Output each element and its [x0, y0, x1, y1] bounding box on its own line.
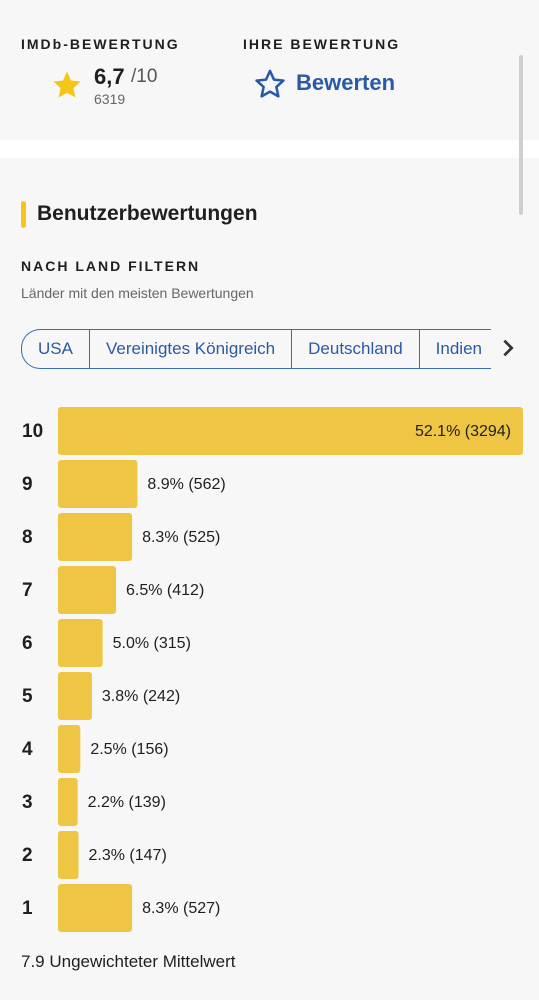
bar — [58, 407, 523, 455]
category-label: 3 — [22, 792, 33, 813]
star-outline-icon[interactable] — [253, 67, 287, 101]
filter-subtitle: Länder mit den meisten Bewertungen — [21, 285, 254, 301]
value-label: 8.3% (527) — [142, 900, 220, 917]
value-label: 2.2% (139) — [88, 794, 166, 811]
bar — [58, 460, 138, 508]
filter-title: NACH LAND FILTERN — [21, 258, 201, 274]
category-label: 4 — [22, 739, 33, 760]
value-label: 3.8% (242) — [102, 688, 180, 705]
bar — [58, 513, 133, 561]
category-label: 10 — [22, 421, 43, 442]
value-label: 52.1% (3294) — [415, 423, 511, 440]
country-chip[interactable]: Indien — [420, 330, 491, 368]
bar — [58, 778, 78, 826]
bar — [58, 831, 79, 879]
chart: 10 52.1% (3294) 9 8.9% (562) 8 8.3% (525) 7 6.5… — [22, 407, 523, 932]
separator — [0, 140, 539, 158]
category-label: 2 — [22, 845, 33, 866]
rating: 6,7 — [94, 64, 125, 89]
category-label: 7 — [22, 580, 33, 601]
category-label: 6 — [22, 633, 33, 654]
imdb-label: IMDb-BEWERTUNG — [21, 36, 180, 52]
rate-button[interactable]: Bewerten — [296, 70, 396, 95]
rating-max: /10 — [131, 66, 158, 87]
scrollbar — [519, 55, 523, 215]
value-label: 2.3% (147) — [89, 847, 167, 864]
bar — [58, 672, 92, 720]
country-chip[interactable]: Vereinigtes Königreich — [90, 330, 293, 368]
bar — [58, 619, 103, 667]
rating-count: 6319 — [94, 91, 126, 107]
chip-group: USA Vereinigtes Königreich Deutschland Indi… — [21, 329, 491, 369]
value-label: 8.3% (525) — [142, 529, 220, 546]
bar — [58, 725, 81, 773]
bar — [58, 884, 133, 932]
category-label: 9 — [22, 474, 33, 495]
bar — [58, 566, 117, 614]
category-label: 1 — [22, 898, 33, 919]
star-icon — [53, 71, 81, 98]
value-label: 2.5% (156) — [90, 741, 168, 758]
country-chip[interactable]: USA — [22, 330, 90, 368]
section-title: Benutzerbewertungen — [37, 202, 258, 225]
value-label: 5.0% (315) — [113, 635, 191, 652]
country-chip[interactable]: Deutschland — [292, 330, 420, 368]
category-label: 8 — [22, 527, 33, 548]
chevron-right[interactable] — [497, 337, 519, 359]
your-label: IHRE BEWERTUNG — [243, 36, 401, 52]
section-accent — [21, 201, 26, 228]
mean-label: 7.9 Ungewichteter Mittelwert — [21, 952, 236, 971]
category-label: 5 — [22, 686, 33, 707]
value-label: 6.5% (412) — [126, 582, 204, 599]
value-label: 8.9% (562) — [147, 476, 225, 493]
